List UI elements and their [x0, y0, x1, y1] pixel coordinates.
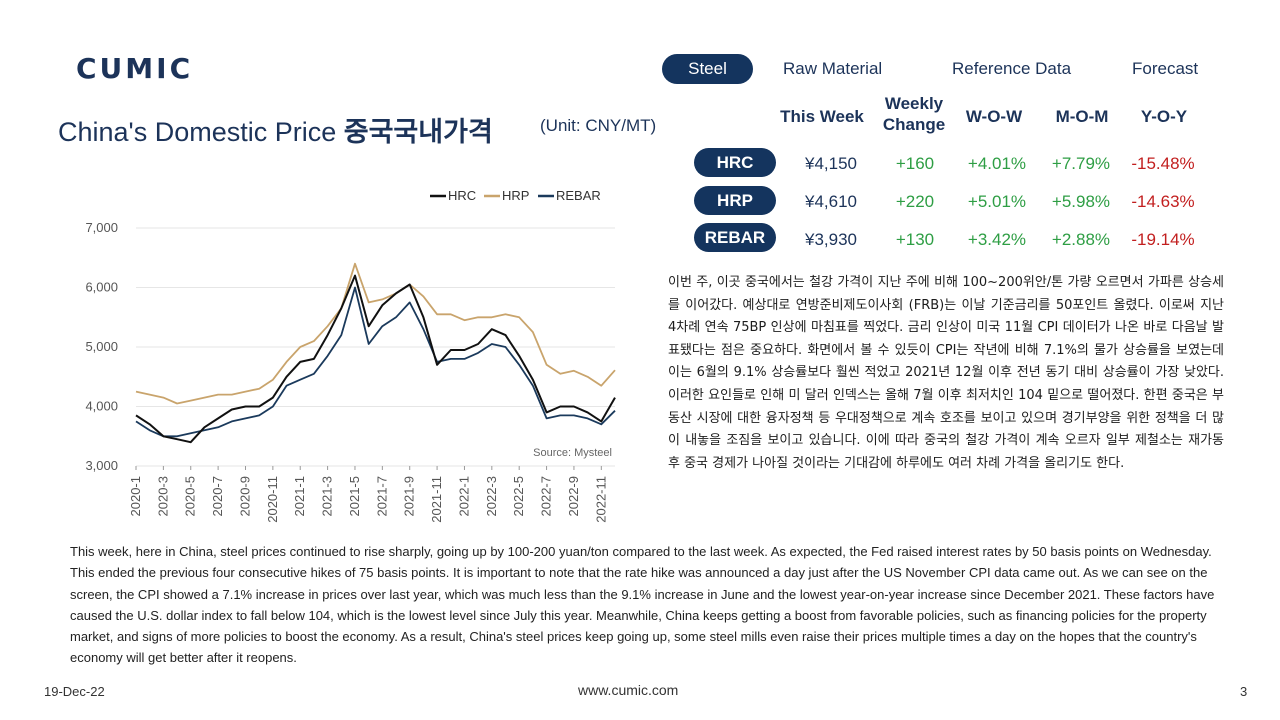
- chart-y-axis: 3,000 4,000 5,000 6,000 7,000: [85, 220, 118, 473]
- wow-hrc: +4.01%: [967, 154, 1027, 173]
- header-wow: W-O-W: [965, 107, 1023, 126]
- tab-reference-data[interactable]: Reference Data: [952, 59, 1072, 78]
- footer-page-number: 3: [1240, 684, 1248, 699]
- chart-source: Source: Mysteel: [533, 447, 612, 459]
- page-title-en: China's Domestic Price: [58, 117, 344, 147]
- legend-label-hrp: HRP: [502, 188, 529, 203]
- unit-label: (Unit: CNY/MT): [540, 116, 657, 135]
- cumic-logo: CUMIC: [76, 52, 194, 85]
- chart-x-axis: 2020-1 2020-3 2020-5 2020-7 2020-9 2020-11 202…: [128, 466, 608, 523]
- footer-date: 19-Dec-22: [44, 684, 105, 699]
- header-weekly-change-line1: Weekly: [884, 94, 944, 113]
- change-hrp: +220: [895, 192, 935, 211]
- change-hrc: +160: [895, 154, 935, 173]
- footer-url[interactable]: www.cumic.com: [578, 682, 679, 698]
- korean-commentary: 이번 주, 이곳 중국에서는 철강 가격이 지난 주에 비해 100~200위안…: [668, 275, 1224, 471]
- x-tick-label: 2021-11: [429, 476, 444, 523]
- x-tick-label: 2022-7: [539, 476, 554, 516]
- x-tick-label: 2021-1: [292, 476, 307, 516]
- product-pill-hrc: HRC: [694, 148, 776, 177]
- series-line-hrc: [135, 274, 616, 444]
- y-tick-label: 6,000: [85, 280, 118, 295]
- tab-forecast[interactable]: Forecast: [1132, 59, 1199, 78]
- x-tick-label: 2021-3: [320, 476, 335, 516]
- chart-legend: HRC HRP REBAR: [430, 188, 601, 203]
- x-tick-label: 2022-1: [456, 476, 471, 516]
- x-tick-label: 2020-9: [237, 476, 252, 516]
- wow-hrp: +5.01%: [967, 192, 1027, 211]
- y-tick-label: 5,000: [85, 339, 118, 354]
- header-mom: M-O-M: [1055, 107, 1109, 126]
- x-tick-label: 2021-7: [374, 476, 389, 516]
- x-tick-label: 2022-11: [593, 476, 608, 523]
- x-tick-label: 2022-3: [484, 476, 499, 516]
- chart-gridlines: [136, 227, 615, 467]
- tab-raw-material[interactable]: Raw Material: [783, 59, 883, 78]
- legend-label-rebar: REBAR: [556, 188, 601, 203]
- price-rebar: ¥3,930: [805, 230, 857, 249]
- x-tick-label: 2020-5: [183, 476, 198, 516]
- price-hrc: ¥4,150: [805, 154, 857, 173]
- change-rebar: +130: [895, 230, 935, 249]
- english-commentary: This week, here in China, steel prices c…: [70, 544, 1215, 666]
- page-title-ko: 중국국내가격: [343, 117, 493, 147]
- y-tick-label: 7,000: [85, 220, 118, 235]
- x-tick-label: 2021-5: [347, 476, 362, 516]
- y-tick-label: 3,000: [85, 458, 118, 473]
- x-tick-label: 2020-1: [128, 476, 143, 516]
- price-hrp: ¥4,610: [805, 192, 857, 211]
- header-this-week: This Week: [780, 107, 864, 126]
- tab-steel[interactable]: Steel: [662, 54, 753, 84]
- x-tick-label: 2022-9: [566, 476, 581, 516]
- legend-label-hrc: HRC: [448, 188, 476, 203]
- mom-hrp: +5.98%: [1051, 192, 1111, 211]
- x-tick-label: 2020-11: [265, 476, 280, 523]
- page-title: China's Domestic Price 중국국내가격: [58, 110, 493, 149]
- mom-hrc: +7.79%: [1051, 154, 1111, 173]
- mom-rebar: +2.88%: [1051, 230, 1111, 249]
- header-weekly-change: Weekly Change: [874, 93, 954, 135]
- yoy-hrc: -15.48%: [1131, 154, 1195, 173]
- product-pill-rebar: REBAR: [694, 223, 776, 252]
- wow-rebar: +3.42%: [967, 230, 1027, 249]
- chart-series: [135, 262, 616, 444]
- category-tabs: Steel Raw Material Reference Data Foreca…: [662, 54, 1222, 84]
- product-pill-hrp: HRP: [694, 186, 776, 215]
- series-line-rebar: [135, 286, 616, 438]
- series-line-hrp: [135, 262, 616, 405]
- x-tick-label: 2022-5: [511, 476, 526, 516]
- header-weekly-change-line2: Change: [882, 115, 946, 134]
- x-tick-label: 2020-7: [210, 476, 225, 516]
- x-tick-label: 2021-9: [402, 476, 417, 516]
- yoy-rebar: -19.14%: [1131, 230, 1195, 249]
- yoy-hrp: -14.63%: [1131, 192, 1195, 211]
- x-tick-label: 2020-3: [155, 476, 170, 516]
- header-yoy: Y-O-Y: [1140, 107, 1188, 126]
- y-tick-label: 4,000: [85, 399, 118, 414]
